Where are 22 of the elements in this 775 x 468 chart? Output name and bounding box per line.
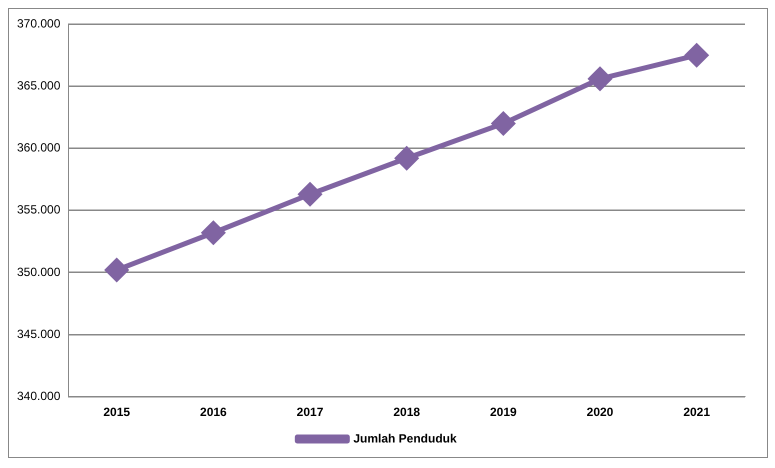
x-tick-label: 2020: [586, 405, 614, 420]
y-tick-label: 350.000: [16, 264, 61, 279]
y-tick-label: 345.000: [16, 326, 61, 341]
point: [685, 44, 708, 67]
x-tick-label: 2018: [393, 405, 420, 420]
y-tick-label: 365.000: [16, 78, 61, 93]
x-tick-label: 2021: [683, 405, 710, 420]
point: [202, 221, 225, 244]
point: [492, 112, 515, 136]
x-tick-label: 2015: [103, 405, 130, 420]
legend-label: Jumlah Penduduk: [353, 431, 457, 446]
x-tick-label: 2017: [296, 405, 324, 420]
y-tick-label: 340.000: [16, 388, 61, 403]
x-tick-label: 2016: [200, 405, 228, 420]
x-tick-label: 2019: [490, 405, 518, 420]
point: [395, 146, 418, 170]
point: [298, 182, 322, 206]
point: [105, 258, 128, 282]
y-tick-label: 355.000: [16, 202, 61, 217]
point: [588, 67, 612, 90]
y-tick-label: 370.000: [16, 16, 61, 31]
y-tick-label: 360.000: [16, 140, 61, 155]
